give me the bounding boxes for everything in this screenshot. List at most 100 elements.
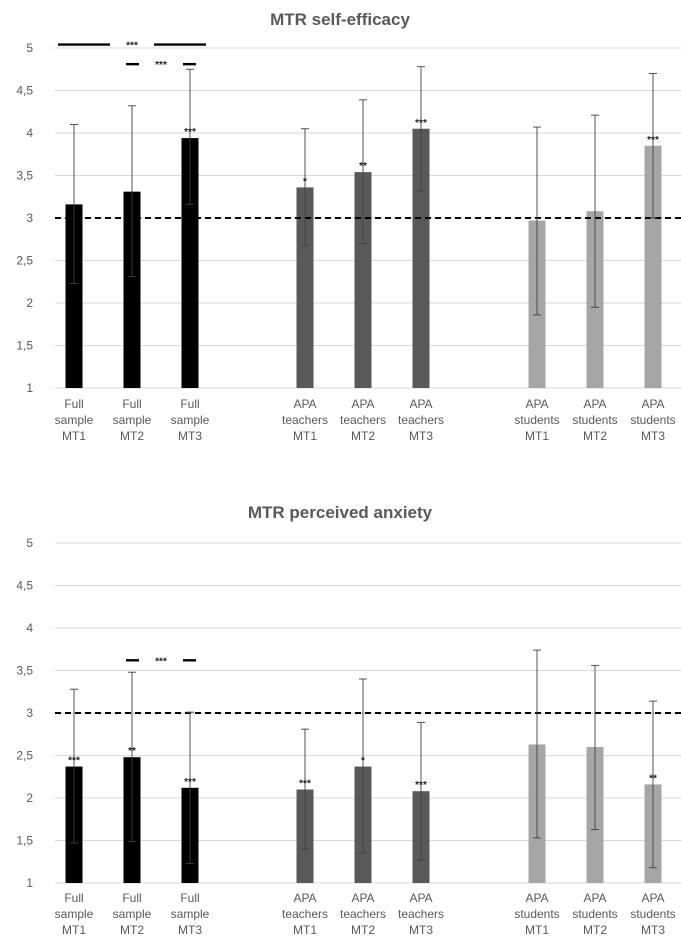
comparison-label: *** <box>126 41 138 52</box>
significance-label: *** <box>647 135 659 146</box>
category-label-line: teachers <box>398 413 444 427</box>
chart-title: MTR self-efficacy <box>270 10 410 29</box>
y-tick-label: 2 <box>26 296 33 310</box>
category-label-line: sample <box>171 413 210 427</box>
category-label: APA students MT1 <box>514 397 559 443</box>
significance-label: * <box>361 756 365 767</box>
category-label: APA students MT2 <box>572 891 617 937</box>
category-label-line: Full <box>122 397 141 411</box>
category-label-line: Full <box>180 397 199 411</box>
category-label-line: sample <box>171 907 210 921</box>
category-label: Full sample MT1 <box>55 891 94 937</box>
category-label-line: students <box>630 907 675 921</box>
category-label-line: MT1 <box>62 429 86 443</box>
category-label-line: APA <box>583 397 606 411</box>
bar <box>412 128 430 388</box>
y-tick-label: 2,5 <box>16 254 33 268</box>
category-label-line: students <box>630 413 675 427</box>
category-label-line: students <box>572 907 617 921</box>
bar <box>123 191 141 388</box>
y-tick-label: 4,5 <box>16 84 33 98</box>
category-label: Full sample MT3 <box>171 891 210 937</box>
y-tick-label: 3,5 <box>16 664 33 678</box>
category-label: Full sample MT3 <box>171 397 210 443</box>
category-label-line: teachers <box>282 907 328 921</box>
category-label-line: MT1 <box>293 923 317 937</box>
bar <box>644 145 662 388</box>
category-label: APA students MT2 <box>572 397 617 443</box>
bar <box>354 172 372 388</box>
significance-label: ** <box>128 746 136 757</box>
chart-self-efficacy: MTR self-efficacy11,522,533,544,55******… <box>16 10 681 443</box>
category-label-line: MT2 <box>351 923 375 937</box>
category-label-line: APA <box>293 397 316 411</box>
category-label-line: MT2 <box>583 429 607 443</box>
bar <box>296 187 314 388</box>
category-label-line: MT1 <box>525 923 549 937</box>
category-label-line: students <box>572 413 617 427</box>
comparison-label: *** <box>155 656 167 667</box>
category-label-line: MT3 <box>641 923 665 937</box>
significance-label: *** <box>184 127 196 138</box>
y-tick-label: 5 <box>26 536 33 550</box>
category-label: APA teachers MT2 <box>340 891 386 937</box>
chart-perceived-anxiety: MTR perceived anxiety11,522,533,544,55**… <box>16 503 681 937</box>
category-label-line: sample <box>113 413 152 427</box>
y-tick-label: 1,5 <box>16 339 33 353</box>
y-tick-label: 4 <box>26 621 33 635</box>
category-label-line: MT3 <box>178 923 202 937</box>
category-label-line: APA <box>351 397 374 411</box>
category-label-line: Full <box>122 891 141 905</box>
category-label: Full sample MT2 <box>113 891 152 937</box>
y-tick-label: 2 <box>26 791 33 805</box>
category-label: APA teachers MT1 <box>282 397 328 443</box>
category-label-line: sample <box>55 907 94 921</box>
y-tick-label: 4 <box>26 126 33 140</box>
category-label: APA teachers MT1 <box>282 891 328 937</box>
y-tick-label: 1,5 <box>16 834 33 848</box>
category-label-line: MT1 <box>293 429 317 443</box>
bar <box>181 138 199 388</box>
category-label-line: APA <box>293 891 316 905</box>
y-tick-label: 4,5 <box>16 579 33 593</box>
category-label: Full sample MT2 <box>113 397 152 443</box>
significance-label: *** <box>184 777 196 788</box>
category-label-line: teachers <box>340 413 386 427</box>
category-label-line: MT3 <box>409 429 433 443</box>
category-label-line: MT2 <box>583 923 607 937</box>
category-label: APA students MT1 <box>514 891 559 937</box>
category-label: Full sample MT1 <box>55 397 94 443</box>
category-label-line: Full <box>64 891 83 905</box>
significance-label: *** <box>68 756 80 767</box>
significance-label: *** <box>299 779 311 790</box>
category-label-line: MT2 <box>351 429 375 443</box>
y-tick-label: 3 <box>26 211 33 225</box>
significance-label: *** <box>415 780 427 791</box>
category-label-line: APA <box>583 891 606 905</box>
category-label-line: APA <box>351 891 374 905</box>
category-label-line: MT3 <box>178 429 202 443</box>
category-label-line: teachers <box>340 907 386 921</box>
bar <box>65 204 83 388</box>
category-label-line: sample <box>113 907 152 921</box>
significance-label: ** <box>359 161 367 172</box>
y-tick-label: 3 <box>26 706 33 720</box>
category-label-line: APA <box>409 891 432 905</box>
chart-title: MTR perceived anxiety <box>248 503 433 522</box>
category-label-line: MT2 <box>120 429 144 443</box>
category-label-line: Full <box>180 891 199 905</box>
category-label-line: APA <box>409 397 432 411</box>
comparison-label: *** <box>155 60 167 71</box>
category-label-line: MT1 <box>525 429 549 443</box>
category-label-line: teachers <box>398 907 444 921</box>
category-label-line: students <box>514 907 559 921</box>
category-label-line: APA <box>641 891 664 905</box>
y-tick-label: 1 <box>26 876 33 890</box>
category-label: APA teachers MT3 <box>398 891 444 937</box>
y-tick-label: 2,5 <box>16 749 33 763</box>
y-tick-label: 5 <box>26 41 33 55</box>
y-tick-label: 1 <box>26 381 33 395</box>
category-label-line: teachers <box>282 413 328 427</box>
category-label-line: APA <box>641 397 664 411</box>
